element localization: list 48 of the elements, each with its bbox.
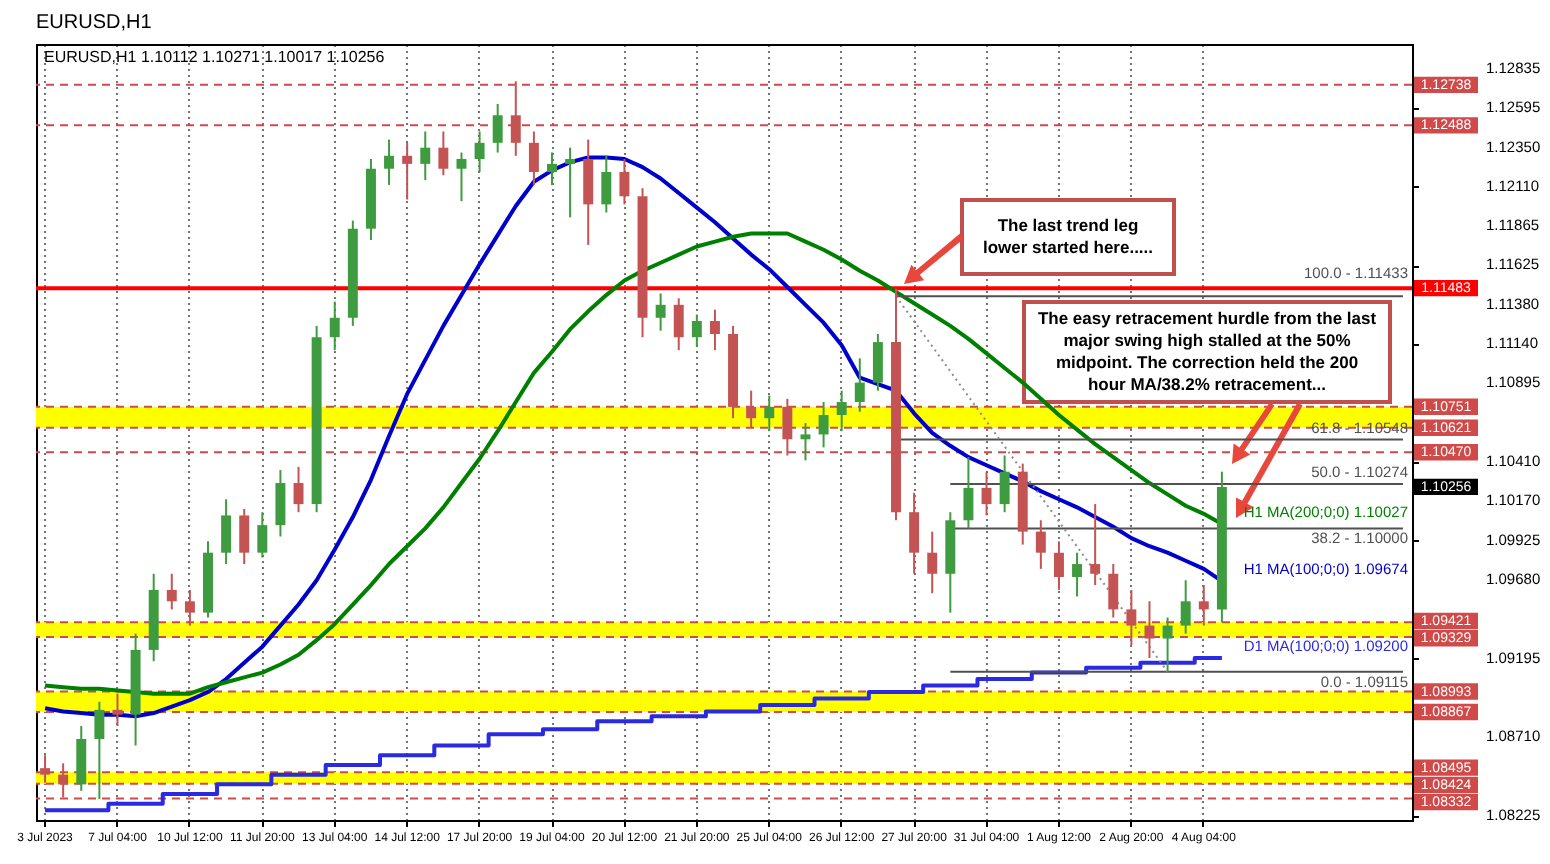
candlestick	[836, 389, 847, 433]
candlestick	[909, 491, 920, 575]
candlestick	[818, 401, 829, 449]
candlestick	[854, 357, 865, 413]
candlestick	[275, 469, 286, 538]
candlestick	[981, 470, 992, 517]
candlestick	[166, 572, 177, 611]
candlestick	[601, 154, 612, 214]
candlestick	[1053, 540, 1064, 591]
candlestick	[655, 292, 666, 332]
candlestick	[384, 138, 395, 186]
chart-subtitle: EURUSD,H1 1.10112 1.10271 1.10017 1.10256	[44, 48, 386, 66]
candlestick	[764, 394, 775, 433]
candlestick	[257, 511, 268, 559]
candlestick	[293, 465, 304, 514]
candlestick	[94, 700, 105, 800]
candlestick	[239, 507, 250, 566]
candlestick	[800, 422, 811, 462]
candlestick	[691, 313, 702, 348]
candlestick	[1162, 616, 1173, 673]
candlestick	[1180, 579, 1191, 635]
candlestick	[420, 130, 431, 182]
candlestick	[673, 297, 684, 352]
candlestick	[474, 130, 485, 173]
candlestick	[963, 456, 974, 530]
candlestick	[1090, 503, 1101, 587]
candlestick	[76, 725, 87, 792]
candlestick	[1108, 563, 1119, 619]
candlestick	[402, 141, 413, 201]
candlestick	[528, 130, 539, 186]
candlestick	[619, 158, 630, 206]
candlestick	[583, 138, 594, 246]
candlestick	[492, 102, 503, 154]
candlestick	[709, 308, 720, 352]
candlestick	[547, 151, 557, 186]
candlestick	[872, 332, 883, 392]
candlestick	[927, 530, 938, 595]
candlestick	[456, 151, 467, 203]
chart-title: EURUSD,H1	[36, 12, 153, 34]
candlestick	[1072, 551, 1083, 598]
candlestick	[565, 146, 576, 219]
candlestick	[329, 300, 340, 352]
candlestick	[438, 130, 449, 177]
annotation: The last trend leg lower started here.....	[982, 215, 1154, 257]
annotation: The easy retracement hurdle from the last major swing high stalled at the 50% midpoint. The correction held the 200 hour MA/38.2% retracement...	[1037, 308, 1377, 394]
candlestick	[1035, 519, 1046, 570]
candlestick	[221, 498, 232, 566]
candlestick	[999, 454, 1010, 514]
